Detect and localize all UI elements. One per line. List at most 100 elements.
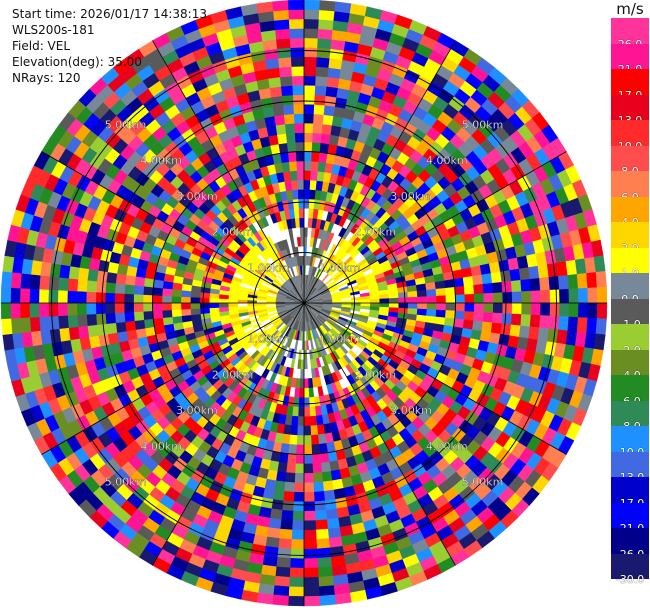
gate-cell — [303, 84, 316, 96]
gate-cell — [426, 302, 437, 311]
gate-cell — [325, 508, 339, 520]
gate-cell — [290, 548, 305, 559]
gate-cell — [271, 499, 284, 511]
range-ring-label: 2.00km — [355, 368, 397, 381]
gate-cell — [577, 287, 589, 304]
gate-cell — [407, 296, 418, 304]
gate-cell — [293, 103, 305, 115]
gate-cell — [76, 314, 88, 328]
gate-cell — [290, 56, 305, 67]
gate-cell — [279, 66, 293, 78]
gate-cell — [521, 302, 532, 316]
gate-cell — [279, 528, 293, 540]
gate-cell — [29, 302, 40, 318]
gate-cell — [317, 28, 333, 40]
gate-cell — [540, 302, 551, 317]
colorbar-swatch: -8.0 — [611, 400, 649, 433]
gate-cell — [303, 520, 317, 531]
gate-cell — [297, 189, 305, 200]
gate-cell — [520, 314, 532, 328]
gate-cell — [180, 296, 191, 304]
gate-cell — [308, 387, 315, 398]
gate-cell — [289, 37, 305, 48]
gate-cell — [518, 325, 531, 339]
gate-cell — [58, 327, 71, 342]
gate-cell — [180, 302, 191, 310]
gate-cell — [317, 566, 333, 578]
gate-cell — [87, 324, 99, 338]
gate-cell — [295, 454, 305, 465]
gate-cell — [123, 293, 135, 304]
gate-cell — [288, 18, 305, 30]
gate-cell — [492, 281, 503, 294]
gate-cell — [303, 179, 311, 190]
gate-cell — [492, 302, 504, 314]
gate-cell — [115, 321, 127, 333]
gate-cell — [287, 595, 305, 607]
gate-cell — [228, 302, 239, 308]
gate-cell — [490, 322, 503, 335]
gate-cell — [57, 289, 68, 304]
gate-cell — [290, 179, 299, 191]
gate-cell — [133, 293, 144, 304]
gate-cell — [303, 558, 319, 569]
gate-cell — [529, 278, 541, 292]
gate-cell — [312, 123, 324, 134]
gate-cell — [303, 217, 309, 228]
gate-cell — [134, 319, 146, 330]
gate-cell — [171, 288, 182, 297]
gate-cell — [275, 471, 287, 483]
gate-cell — [314, 85, 328, 97]
ppi-gates — [0, 0, 608, 607]
gate-cell — [310, 160, 320, 172]
gate-cell — [268, 517, 282, 530]
gate-cell — [86, 313, 98, 327]
gate-cell — [10, 272, 22, 289]
gate-cell — [277, 461, 288, 473]
gate-cell — [568, 302, 579, 318]
gate-cell — [105, 312, 116, 325]
gate-cell — [274, 19, 290, 31]
gate-cell — [328, 536, 343, 549]
gate-cell — [303, 378, 309, 389]
gate-cell — [473, 293, 485, 304]
range-ring-label: 5.00km — [105, 476, 147, 489]
gate-cell — [426, 288, 437, 297]
gate-cell — [303, 368, 309, 380]
gate-cell — [190, 302, 201, 310]
gate-cell — [324, 499, 337, 511]
gate-cell — [315, 66, 329, 78]
gate-cell — [317, 557, 332, 569]
gate-cell — [105, 271, 118, 284]
range-ring-label: 4.00km — [140, 440, 182, 453]
colorbar-swatch: 21.0 — [611, 43, 649, 76]
colorbar-tick-label: -30.0 — [615, 573, 645, 586]
gate-cell — [289, 28, 305, 39]
gate-cell — [307, 378, 314, 389]
gate-cell — [326, 76, 340, 89]
gate-cell — [272, 594, 289, 606]
gate-cell — [330, 469, 342, 481]
colorbar-swatch: -10.0 — [611, 426, 649, 459]
gate-cell — [500, 270, 512, 283]
gate-cell — [472, 274, 484, 286]
gate-cell — [530, 302, 541, 316]
gate-cell — [317, 433, 327, 445]
gate-cell — [265, 536, 280, 549]
gate-cell — [303, 425, 312, 436]
gate-cell — [463, 311, 475, 322]
gate-cell — [104, 302, 116, 314]
gate-cell — [303, 387, 310, 398]
gate-cell — [48, 289, 59, 304]
gate-cell — [77, 267, 90, 281]
gate-cell — [199, 302, 210, 309]
gate-cell — [288, 434, 298, 446]
gate-cell — [290, 47, 305, 58]
gate-cell — [284, 472, 296, 483]
gate-cell — [105, 281, 116, 294]
gate-cell — [281, 161, 291, 173]
range-ring-label: 2.00km — [355, 226, 397, 239]
range-ring-label: 5.00km — [105, 119, 147, 132]
instrument-label: WLS200s-181 — [12, 23, 95, 37]
gate-cell — [283, 481, 295, 493]
